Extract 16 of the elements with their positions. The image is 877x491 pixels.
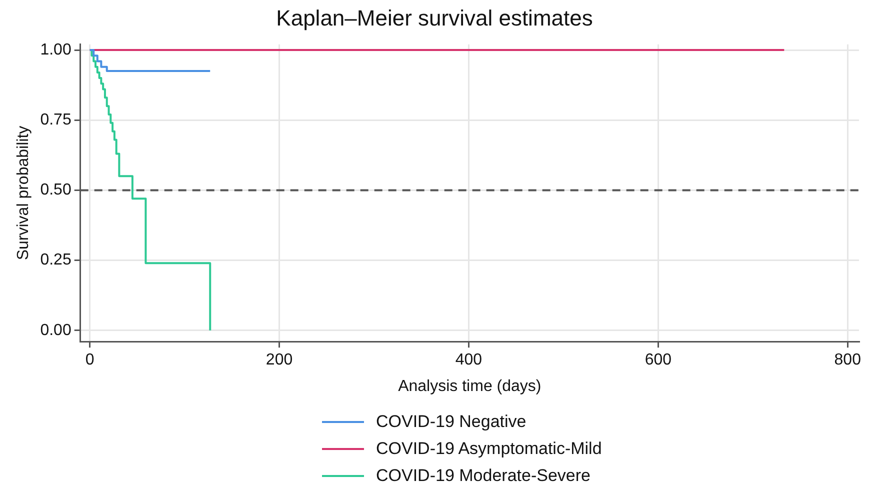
x-tick-label: 600	[644, 352, 672, 369]
x-tick-label: 200	[266, 352, 293, 369]
y-tick-label: 0.75	[40, 112, 72, 129]
y-tick-label: 0.25	[40, 252, 72, 269]
x-tick-label: 400	[455, 352, 482, 369]
chart-title: Kaplan–Meier survival estimates	[276, 5, 593, 30]
legend-label: COVID-19 Moderate-Severe	[376, 466, 590, 486]
x-tick-label: 0	[85, 352, 94, 369]
y-tick-label: 1.00	[40, 41, 72, 58]
legend-label: COVID-19 Negative	[376, 412, 526, 432]
x-axis-title: Analysis time (days)	[398, 378, 542, 395]
y-axis-title: Survival probability	[15, 126, 32, 260]
legend-label: COVID-19 Asymptomatic-Mild	[376, 438, 602, 458]
y-tick-label: 0.50	[40, 182, 72, 199]
x-tick-label: 800	[834, 352, 862, 369]
y-tick-label: 0.00	[40, 322, 72, 339]
